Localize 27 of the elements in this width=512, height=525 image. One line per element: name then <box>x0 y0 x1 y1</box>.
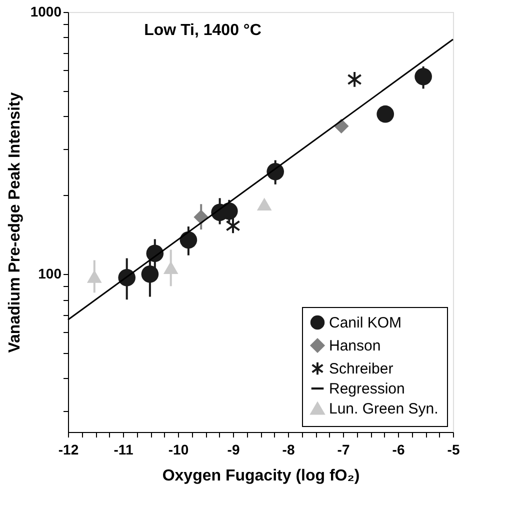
x-tick-label: -10 <box>168 442 189 458</box>
point <box>347 71 362 88</box>
x-tick-label: -12 <box>58 442 79 458</box>
x-tick-label: -6 <box>392 442 405 458</box>
x-axis-title: Oxygen Fugacity (log fO₂) <box>162 468 360 484</box>
point <box>414 68 432 86</box>
y-tick-label: 1000 <box>30 4 62 20</box>
point <box>226 217 240 234</box>
point <box>141 266 159 283</box>
point <box>256 198 272 211</box>
point <box>180 231 198 249</box>
point <box>86 270 102 283</box>
x-tick-label: -8 <box>282 442 295 458</box>
text: Low Ti, 1400 °C <box>144 22 262 39</box>
point <box>163 261 178 274</box>
legend-label: Canil KOM <box>329 314 402 332</box>
point <box>376 105 394 123</box>
legend-label: Lun. Green Syn. <box>329 400 438 418</box>
legend-label: Hanson <box>329 338 381 354</box>
x-tick-label: -11 <box>114 442 134 458</box>
x-tick-label: -7 <box>337 442 350 458</box>
y-axis-title: Vanadium Pre-edge Peak Intensity <box>6 92 24 353</box>
legend-label: Regression <box>329 380 405 398</box>
x-tick-label: -5 <box>447 442 460 458</box>
legend-label: Schreiber <box>329 360 394 378</box>
x-tick-label: -9 <box>227 442 240 458</box>
y-tick-label: 100 <box>38 266 62 282</box>
